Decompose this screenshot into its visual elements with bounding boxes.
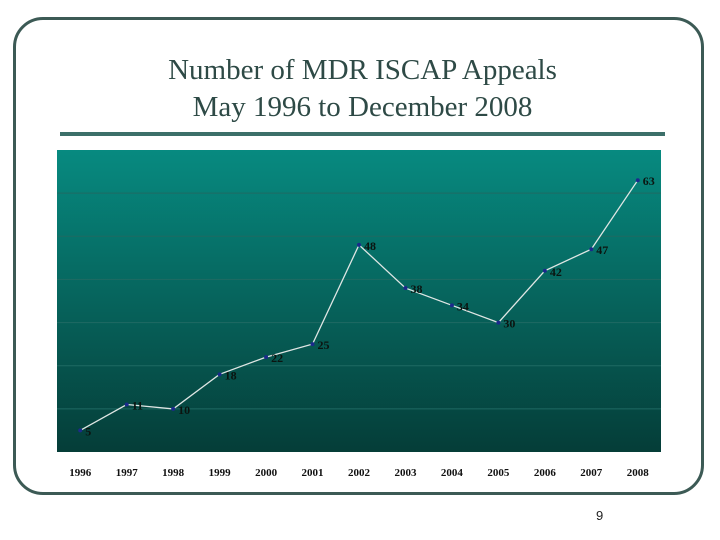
data-label: 25 <box>318 338 330 352</box>
x-tick-label: 2000 <box>255 467 278 479</box>
data-point <box>264 355 269 360</box>
x-tick-label: 2002 <box>348 467 371 479</box>
data-point <box>449 303 454 308</box>
data-point <box>310 342 315 347</box>
title-line-1: Number of MDR ISCAP Appeals <box>168 54 557 86</box>
title-rule <box>60 132 665 136</box>
data-point <box>496 320 501 325</box>
x-tick-label: 1996 <box>69 467 92 479</box>
data-label: 10 <box>178 403 190 417</box>
title-line-2: May 1996 to December 2008 <box>192 91 533 123</box>
data-point <box>124 402 129 407</box>
data-label: 5 <box>85 424 91 438</box>
data-label: 63 <box>643 174 655 188</box>
data-label: 11 <box>132 399 143 413</box>
x-tick-label: 2008 <box>627 467 650 479</box>
data-label: 30 <box>503 317 515 331</box>
data-point <box>542 268 547 273</box>
data-point <box>403 286 408 291</box>
series-line-group <box>78 178 640 433</box>
page-number: 9 <box>596 508 604 523</box>
plot-area <box>57 150 661 452</box>
x-tick-label: 1997 <box>116 467 139 479</box>
data-label: 48 <box>364 239 376 253</box>
slide-title: Number of MDR ISCAP Appeals May 1996 to … <box>60 52 665 126</box>
x-tick-label: 2007 <box>580 467 603 479</box>
x-tick-label: 2005 <box>487 467 510 479</box>
x-tick-label: 2006 <box>534 467 557 479</box>
data-label: 42 <box>550 265 562 279</box>
data-point <box>217 372 222 377</box>
x-tick-label: 1999 <box>209 467 232 479</box>
x-tick-label: 1998 <box>162 467 185 479</box>
data-point <box>171 406 176 411</box>
data-labels: 5 11 10 18 22 25 48 38 34 30 42 47 63 <box>85 174 655 438</box>
data-point <box>635 178 640 183</box>
data-label: 34 <box>457 299 469 313</box>
x-tick-label: 2003 <box>394 467 417 479</box>
gridlines <box>57 192 661 410</box>
data-label: 47 <box>596 243 608 257</box>
x-tick-label: 2001 <box>302 467 324 479</box>
x-tick-label: 2004 <box>441 467 464 479</box>
data-label: 38 <box>410 282 422 296</box>
data-point <box>357 242 361 247</box>
x-axis-ticks: 1996 1997 1998 1999 2000 2001 2002 2003 2004 2005… <box>69 467 649 479</box>
data-point <box>589 247 594 252</box>
data-label: 18 <box>225 368 237 382</box>
data-label: 22 <box>271 351 283 365</box>
data-point <box>78 428 83 433</box>
